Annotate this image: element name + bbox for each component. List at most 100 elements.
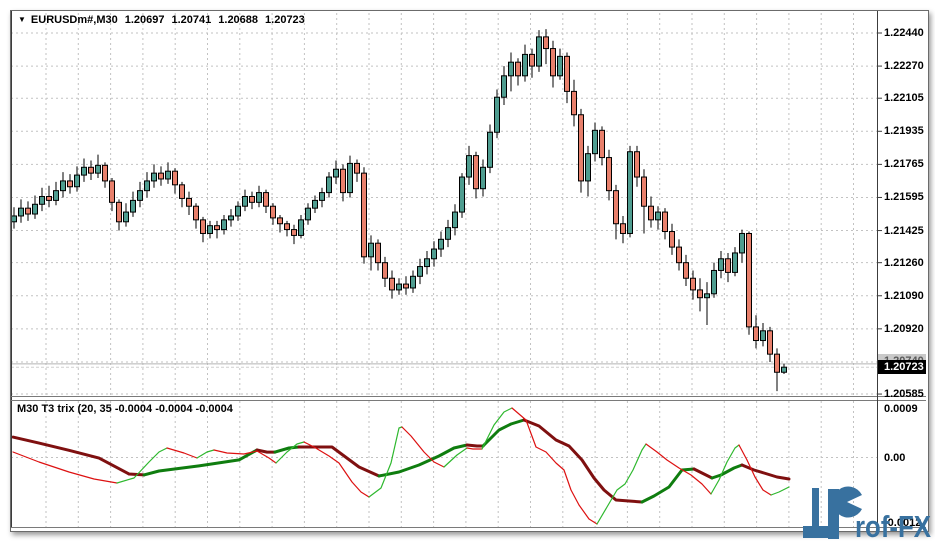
candle-bear — [746, 232, 752, 328]
candle-bull — [431, 248, 437, 260]
indicator-title: M30 T3 trix (20, 35 -0.0004 -0.0004 -0.0… — [17, 403, 233, 415]
price-axis-label: 1.21935 — [884, 125, 924, 138]
candle-bull — [333, 168, 339, 178]
candle-bull — [480, 166, 486, 190]
bid-price-tag: 1.20723 — [878, 360, 926, 374]
candle-bull — [123, 211, 129, 223]
t3-trix-main-segment — [142, 448, 259, 477]
candle-bear — [186, 197, 192, 207]
candle-bear — [683, 262, 689, 279]
t3-trix-main-segment — [11, 435, 146, 477]
candle-bear — [277, 217, 283, 225]
candle-bear — [529, 53, 535, 67]
price-axis-label: 1.20920 — [884, 322, 924, 335]
trix-signal-segment — [303, 441, 370, 498]
candle-bull — [445, 227, 451, 240]
candle-bear — [767, 330, 773, 355]
t3-trix-main-segment — [377, 443, 469, 478]
candle-bull — [704, 293, 710, 299]
t3-trix-main-segment — [465, 443, 485, 448]
candle-bear — [613, 190, 619, 225]
indicator-axis-bottom-label: -0.0012 — [884, 517, 922, 529]
price-axis-label: 1.21765 — [884, 158, 924, 171]
price-axis-label: 1.22270 — [884, 60, 924, 73]
candle-bull — [627, 151, 633, 234]
candle-bear — [46, 195, 52, 201]
candle-bear — [725, 258, 731, 273]
candle-bull — [74, 174, 80, 188]
candle-bull — [739, 232, 745, 254]
candle-bear — [620, 223, 626, 234]
candle-bear — [564, 55, 570, 92]
trix-signal-segment — [12, 451, 118, 484]
candle-bull — [655, 211, 661, 221]
t3-trix-main-segment — [481, 418, 526, 448]
candle-bull — [130, 199, 136, 213]
candle-bull — [452, 211, 458, 229]
candle-bear — [179, 184, 185, 199]
candle-bull — [256, 192, 262, 203]
candle-bull — [305, 207, 311, 221]
candle-bull — [151, 172, 157, 182]
candle-bull — [235, 205, 241, 217]
candle-bull — [347, 162, 353, 194]
candle-bear — [193, 205, 199, 221]
candle-bear — [571, 90, 577, 116]
candle-bull — [585, 153, 591, 182]
candle-bear — [361, 172, 367, 258]
candle-bull — [396, 283, 402, 291]
candle-bull — [711, 269, 717, 295]
high-value: 1.20741 — [171, 14, 212, 26]
candle-bear — [403, 283, 409, 289]
chart-window[interactable]: ▼ EURUSDm#,M30 1.20697 1.20741 1.20688 1.2072… — [10, 10, 929, 532]
candle-bear — [578, 114, 584, 182]
candle-bear — [515, 61, 521, 77]
candle-bear — [25, 207, 31, 215]
candle-bear — [291, 229, 297, 236]
price-axis-label: 1.20585 — [884, 388, 924, 401]
candle-bull — [165, 170, 171, 180]
candle-bull — [207, 225, 213, 234]
candle-bear — [543, 36, 549, 50]
price-axis-label: 1.21595 — [884, 191, 924, 204]
candle-bear — [599, 129, 605, 159]
candle-bull — [466, 155, 472, 178]
trix-signal-segment — [645, 443, 712, 495]
t3-trix-main-segment — [710, 463, 744, 480]
candle-bull — [410, 275, 416, 289]
candle-bear — [375, 242, 381, 264]
candle-bull — [326, 176, 332, 194]
candle-bear — [270, 205, 276, 219]
candle-bear — [354, 162, 360, 174]
open-value: 1.20697 — [124, 14, 165, 26]
trix-signal-segment — [275, 441, 305, 464]
candle-bear — [473, 155, 479, 190]
trix-signal-segment — [196, 449, 215, 459]
candle-bull — [81, 166, 87, 176]
candle-bull — [487, 131, 493, 168]
candle-bull — [522, 53, 528, 77]
candle-bull — [501, 75, 507, 98]
candle-bear — [88, 166, 94, 174]
t3-trix-main-segment — [740, 463, 791, 481]
price-axis[interactable]: 1.20740 1.20723 1.224401.222701.221051.2… — [878, 11, 926, 527]
trix-signal-segment — [481, 407, 513, 450]
candle-bull — [242, 195, 248, 207]
candle-bear — [263, 192, 269, 207]
candle-bear — [606, 157, 612, 192]
t3-trix-main-segment — [273, 445, 301, 454]
t3-trix-main-segment — [692, 467, 714, 480]
price-chart-canvas[interactable] — [11, 11, 926, 529]
price-axis-label: 1.21260 — [884, 256, 924, 269]
candle-bull — [137, 190, 143, 201]
candle-bear — [389, 277, 395, 291]
trix-signal-segment — [511, 407, 598, 525]
chart-dropdown-icon[interactable]: ▼ — [18, 15, 26, 24]
price-axis-label: 1.21425 — [884, 224, 924, 237]
candle-bear — [340, 168, 346, 194]
trix-signal-segment — [466, 447, 483, 450]
candle-bull — [312, 199, 318, 209]
candle-bear — [109, 180, 115, 203]
candle-bull — [18, 207, 24, 217]
t3-trix-main-segment — [297, 445, 381, 478]
